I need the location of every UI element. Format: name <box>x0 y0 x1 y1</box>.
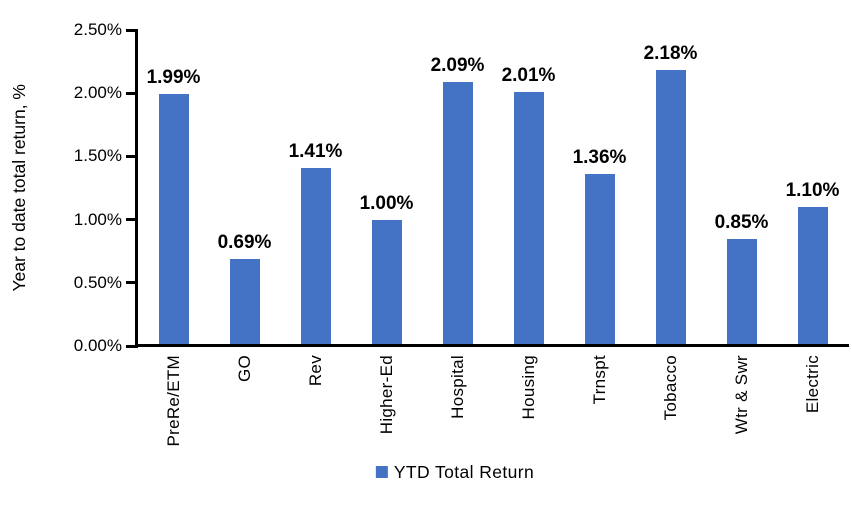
y-tick-label: 1.50% <box>73 146 122 166</box>
bar-value-label: 2.09% <box>430 54 485 76</box>
bar-rev <box>300 167 331 346</box>
bar-value-label: 2.18% <box>643 43 698 65</box>
bar-higher-ed <box>371 219 402 346</box>
bar-value-label: 0.69% <box>217 231 272 253</box>
bar-prere-etm <box>158 94 189 346</box>
bar-tobacco <box>655 70 686 346</box>
category-label-rev: Rev <box>305 355 327 386</box>
y-tick-mark <box>126 154 138 158</box>
category-label-text: Housing <box>518 355 538 420</box>
x-axis-line <box>135 344 849 347</box>
y-axis-line <box>135 29 138 347</box>
category-label-electric: Electric <box>802 355 824 413</box>
bar-value-label: 2.01% <box>501 64 556 86</box>
category-label-text: PreRe/ETM <box>163 355 183 447</box>
y-tick-mark <box>126 91 138 95</box>
category-label-tobacco: Tobacco <box>660 355 682 420</box>
legend-label: YTD Total Return <box>393 462 535 482</box>
category-label-text: Tobacco <box>660 355 680 421</box>
category-label-trnspt: Trnspt <box>589 355 611 404</box>
y-tick-mark <box>126 28 138 32</box>
bar-wtr-swr <box>726 238 757 346</box>
category-label-wtr-swr: Wtr & Swr <box>731 355 753 434</box>
y-tick-label: 0.00% <box>73 336 122 355</box>
category-label-text: GO <box>234 355 254 383</box>
bar-value-label: 1.41% <box>288 140 343 162</box>
bar-value-label: 0.85% <box>714 211 769 233</box>
category-label-text: Rev <box>305 355 325 387</box>
bar-value-label: 1.00% <box>359 192 414 214</box>
bar-go <box>229 258 260 346</box>
category-label-text: Higher-Ed <box>376 355 396 435</box>
category-label-text: Trnspt <box>589 355 609 405</box>
category-label-higher-ed: Higher-Ed <box>376 355 398 434</box>
y-tick-mark <box>126 281 138 285</box>
y-axis-title-text: Year to date total return, % <box>8 84 29 292</box>
bar-housing <box>513 91 544 346</box>
y-tick-mark <box>126 218 138 222</box>
bar-value-label: 1.99% <box>146 67 201 89</box>
bar-value-label: 1.10% <box>785 179 840 201</box>
category-label-text: Electric <box>802 355 822 414</box>
legend: YTD Total Return <box>375 462 535 482</box>
bar-electric <box>797 206 828 346</box>
y-tick-label: 1.00% <box>73 209 122 229</box>
bar-value-label: 1.36% <box>572 147 627 169</box>
category-label-hospital: Hospital <box>447 355 469 419</box>
category-label-housing: Housing <box>518 355 540 419</box>
bar-trnspt <box>584 174 615 346</box>
y-tick-label: 0.50% <box>73 272 122 292</box>
y-tick-mark <box>126 344 138 348</box>
y-tick-label: 2.00% <box>73 83 122 103</box>
bar-hospital <box>442 81 473 346</box>
legend-swatch-icon <box>375 466 388 478</box>
category-label-text: Hospital <box>447 355 467 419</box>
y-tick-label: 2.50% <box>73 20 122 39</box>
category-label-go: GO <box>234 355 256 382</box>
category-label-prere-etm: PreRe/ETM <box>163 355 185 447</box>
category-label-text: Wtr & Swr <box>731 355 751 435</box>
